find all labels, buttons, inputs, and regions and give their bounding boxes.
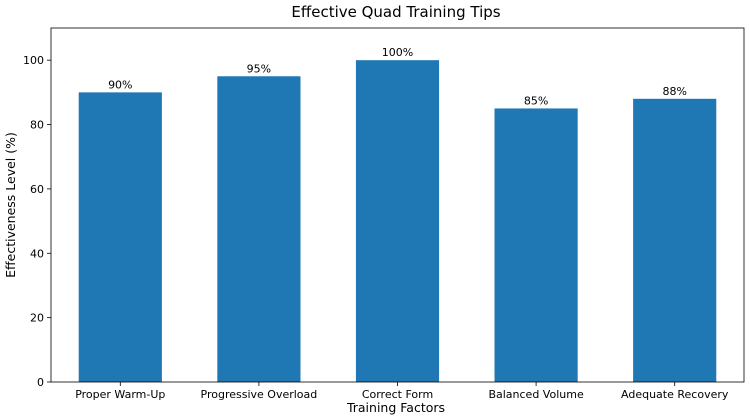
- bar: [217, 76, 301, 382]
- chart-title: Effective Quad Training Tips: [291, 3, 500, 21]
- y-tick-label: 40: [30, 247, 44, 260]
- data-label: 90%: [108, 78, 132, 91]
- y-tick-label: 60: [30, 183, 44, 196]
- bar: [355, 60, 440, 382]
- data-label: 95%: [247, 62, 271, 75]
- plot-frame: [50, 27, 745, 383]
- y-tick-label: 20: [30, 312, 44, 325]
- x-tick-label: Correct Form: [362, 388, 433, 401]
- bar: [78, 92, 162, 382]
- data-label: 100%: [382, 46, 413, 59]
- bar: [633, 98, 717, 383]
- y-tick-label: 100: [23, 54, 44, 67]
- x-tick-label: Progressive Overload: [201, 388, 318, 401]
- x-axis-label: Training Factors: [346, 400, 445, 415]
- y-tick-label: 80: [30, 119, 44, 132]
- x-tick-label: Balanced Volume: [488, 388, 583, 401]
- bar: [494, 108, 578, 383]
- x-tick-label: Proper Warm-Up: [75, 388, 165, 401]
- data-label: 88%: [662, 85, 686, 98]
- x-tick-label: Adequate Recovery: [621, 388, 729, 401]
- y-tick-label: 0: [37, 376, 44, 389]
- y-axis-label: Effectiveness Level (%): [3, 132, 18, 278]
- data-label: 85%: [524, 94, 548, 107]
